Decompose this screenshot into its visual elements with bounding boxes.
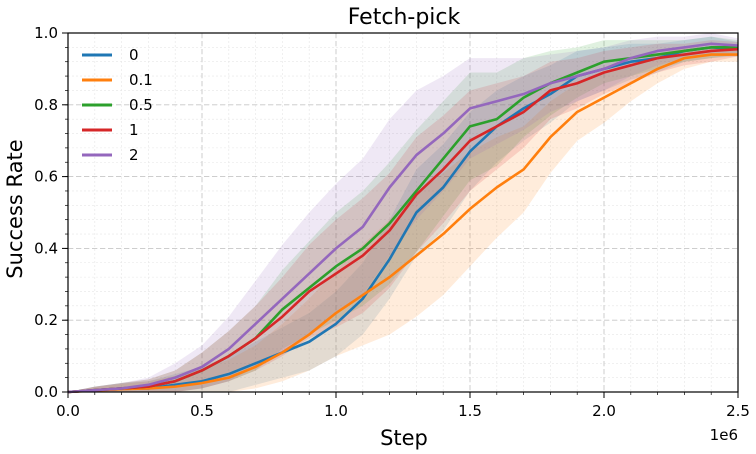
- series-line-2: [67, 42, 739, 394]
- legend-label-0: 0: [129, 46, 139, 64]
- y-tick-label: 1.0: [34, 24, 58, 42]
- y-tick-label: 0.4: [34, 239, 58, 257]
- y-tick-label: 0.2: [34, 311, 58, 329]
- chart-title: Fetch-pick: [348, 5, 461, 30]
- x-axis-offset-label: 1e6: [710, 426, 738, 444]
- x-tick-label: 0.0: [56, 402, 80, 420]
- x-tick-label: 2.0: [592, 402, 616, 420]
- y-axis-ticks: 0.0 0.2 0.4 0.6 0.8 1.0: [34, 24, 68, 401]
- confidence-band-1: [68, 40, 738, 393]
- legend-label-0.5: 0.5: [129, 96, 153, 114]
- series-line-0.1: [67, 53, 738, 394]
- x-axis-ticks: 0.0 0.5 1.0 1.5 2.0 2.5: [56, 392, 750, 420]
- series-lines: [67, 42, 739, 394]
- legend: 0 0.1 0.5 1 2: [82, 46, 153, 164]
- series-line-1: [67, 47, 739, 394]
- y-axis-label: Success Rate: [3, 139, 27, 278]
- x-tick-label: 1.5: [458, 402, 482, 420]
- confidence-band-0.1: [68, 47, 738, 393]
- y-tick-label: 0.8: [34, 96, 58, 114]
- x-axis-label: Step: [380, 426, 428, 450]
- legend-label-0.1: 0.1: [129, 71, 153, 89]
- series-line-0: [67, 46, 739, 394]
- legend-label-2: 2: [129, 146, 139, 164]
- y-tick-label: 0.6: [34, 168, 58, 186]
- x-tick-label: 2.5: [726, 402, 750, 420]
- x-tick-label: 0.5: [190, 402, 214, 420]
- plot-frame: [67, 32, 739, 393]
- legend-label-1: 1: [129, 121, 139, 139]
- y-tick-label: 0.0: [34, 383, 58, 401]
- x-tick-label: 1.0: [324, 402, 348, 420]
